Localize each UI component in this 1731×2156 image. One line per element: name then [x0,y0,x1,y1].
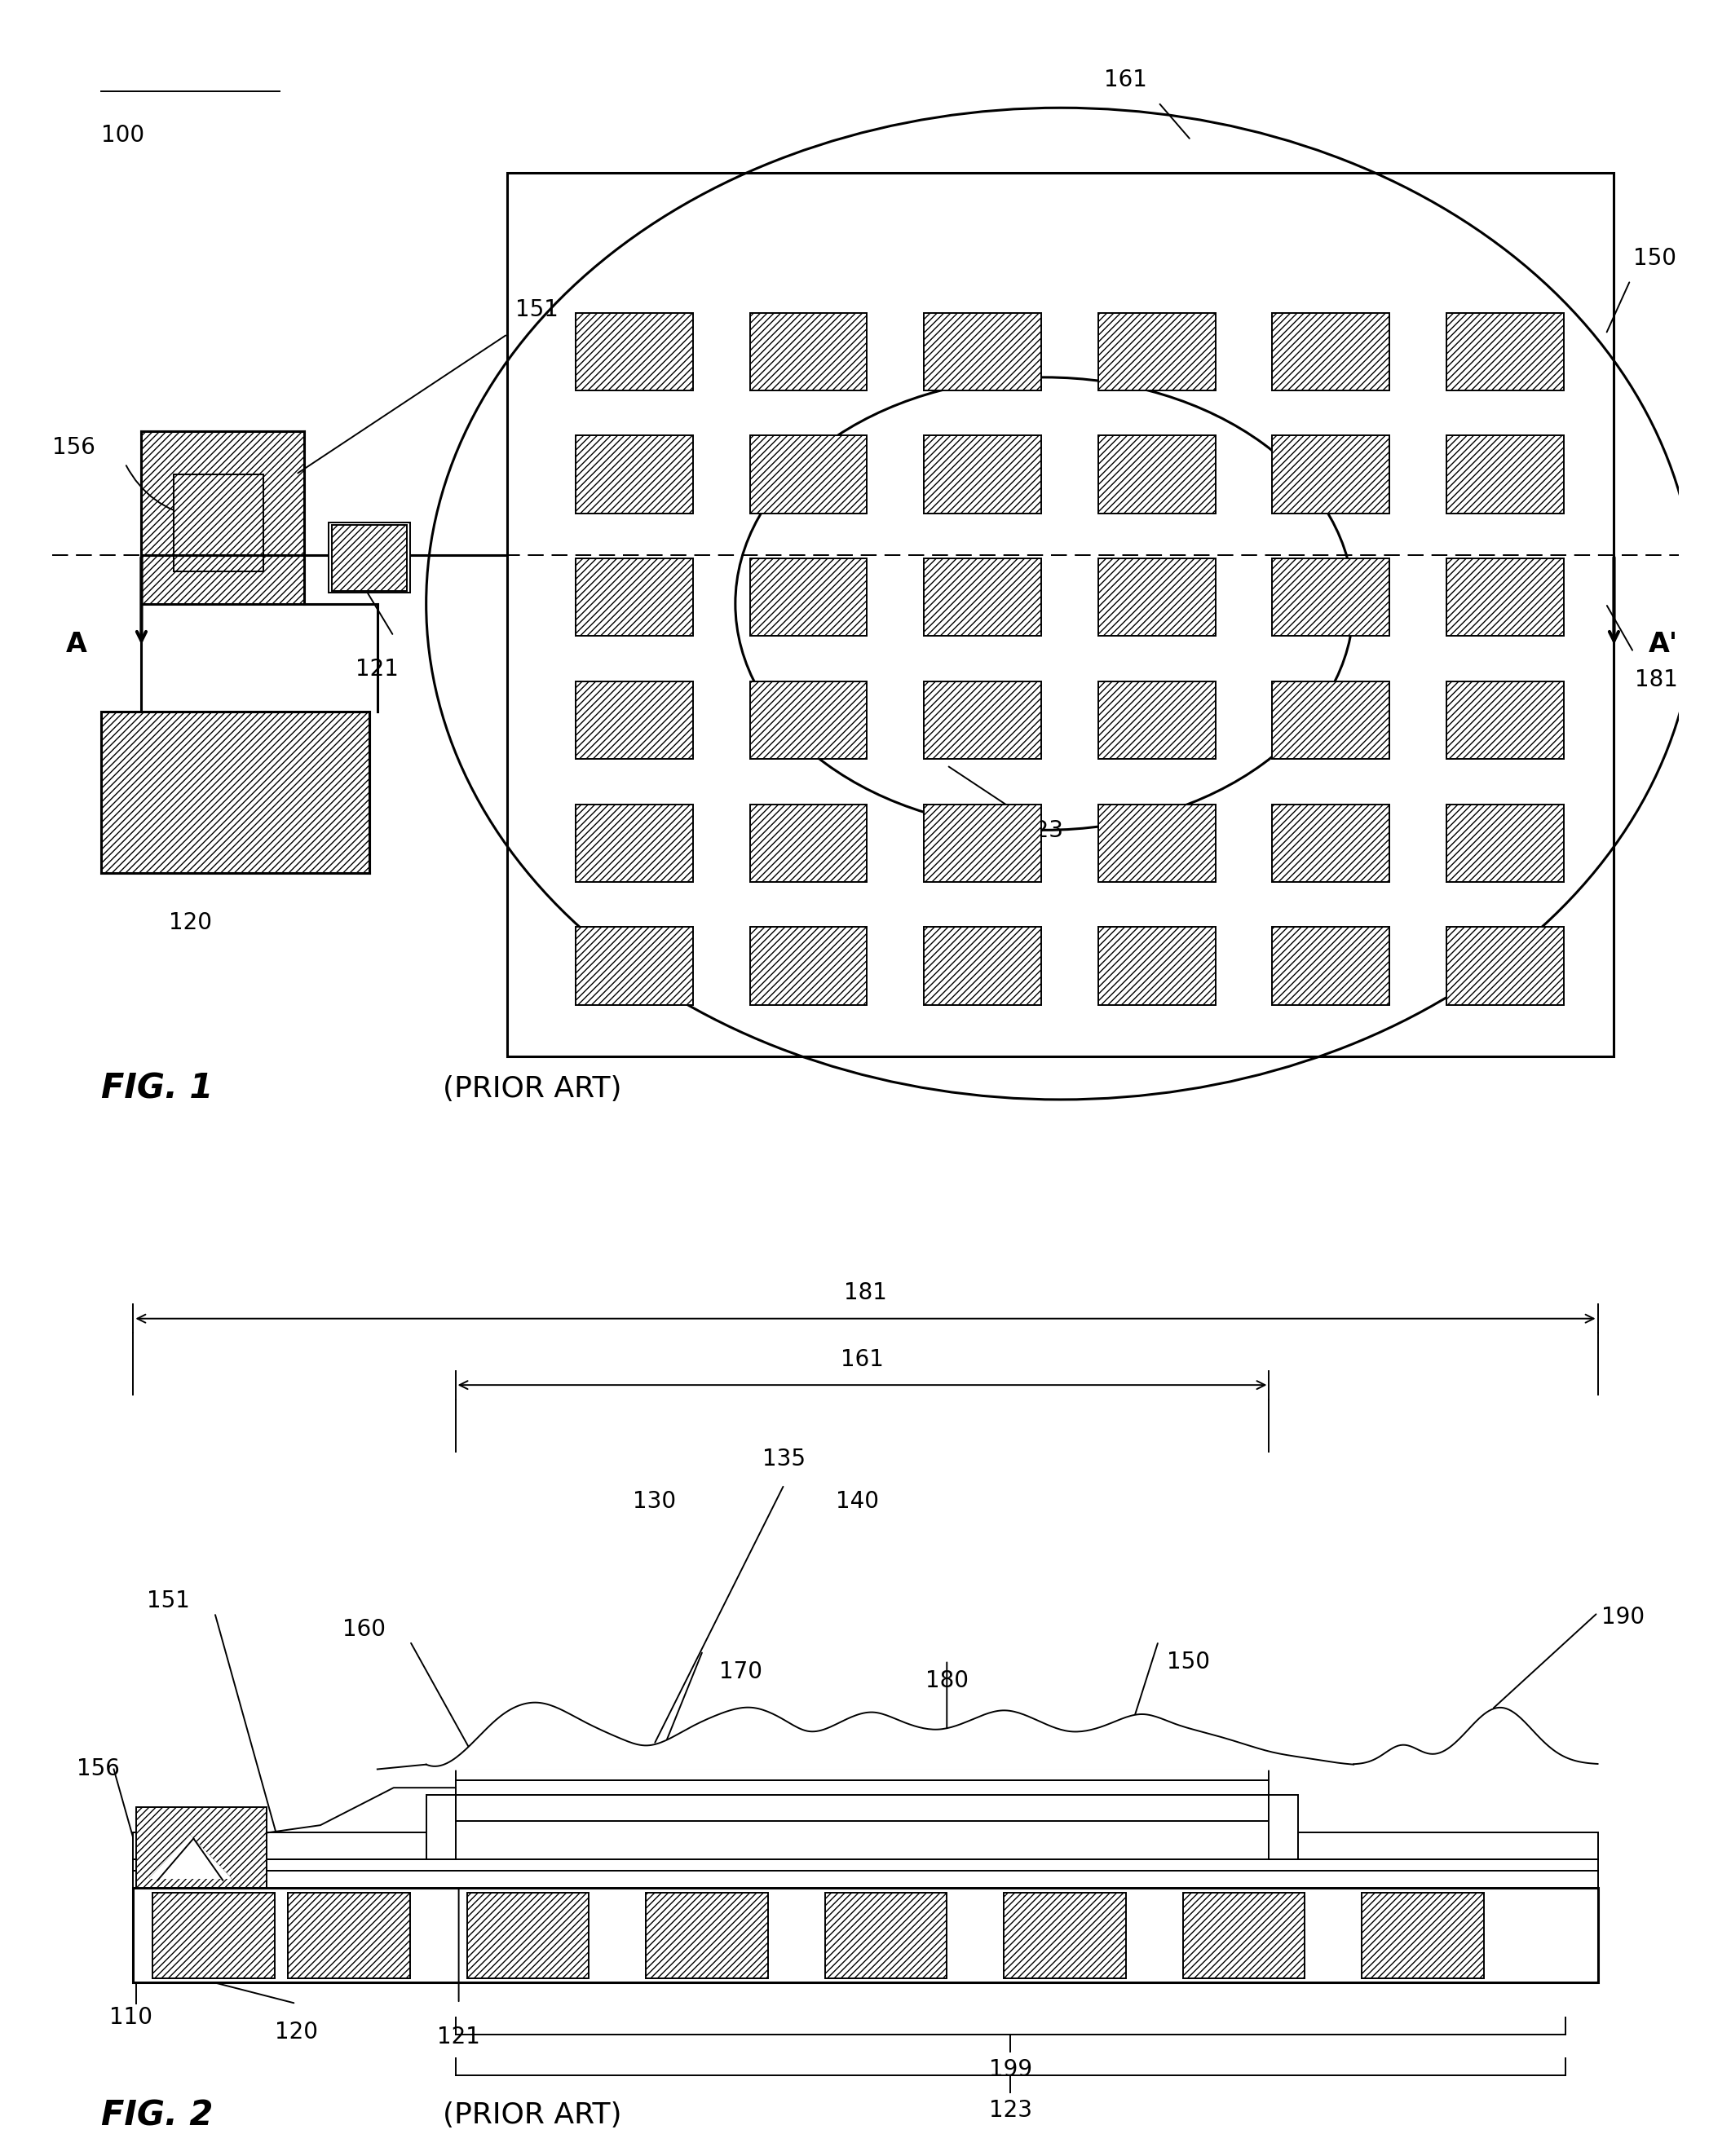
Text: FIG. 1: FIG. 1 [100,1072,213,1106]
Bar [576,681,692,759]
Bar [455,1781,1269,1794]
Text: 151: 151 [516,298,559,321]
Bar [1097,313,1215,390]
Bar [750,681,867,759]
Text: 130: 130 [632,1490,675,1514]
Text: A: A [66,632,87,658]
Text: 110: 110 [109,2007,152,2029]
Text: 161: 161 [841,1348,885,1371]
Bar [133,1889,1598,1984]
Bar [1272,436,1390,513]
Bar [1447,927,1563,1005]
Text: 123: 123 [988,2100,1032,2122]
Bar [329,522,410,593]
Text: 170: 170 [718,1660,762,1684]
Text: 161: 161 [1104,69,1148,91]
Bar [1272,558,1390,636]
Bar [1272,804,1390,882]
Bar [455,1770,1269,1781]
Bar [1269,1794,1298,1858]
Bar [1097,558,1215,636]
Bar [924,681,1042,759]
Text: 120: 120 [275,2020,317,2044]
Bar [750,558,867,636]
Text: 190: 190 [1601,1606,1644,1628]
Text: 120: 120 [168,910,211,934]
Bar [1447,804,1563,882]
Text: 121: 121 [357,658,398,681]
Bar [1447,313,1563,390]
Bar [287,1893,410,1977]
Bar [1272,927,1390,1005]
Text: 160: 160 [343,1619,386,1641]
Bar [826,1893,947,1977]
Text: 151: 151 [147,1589,190,1613]
Bar [133,1833,426,1858]
Bar [507,172,1613,1056]
Bar [100,711,369,873]
Bar [455,1794,1269,1822]
Bar [924,313,1042,390]
Bar [750,927,867,1005]
Text: 140: 140 [836,1490,879,1514]
Text: FIG. 2: FIG. 2 [100,2098,213,2132]
Bar [1447,558,1563,636]
Bar [646,1893,769,1977]
Text: (PRIOR ART): (PRIOR ART) [443,2102,621,2130]
Bar [750,313,867,390]
Bar [750,804,867,882]
Text: A': A' [1648,632,1677,658]
Bar [1097,436,1215,513]
Text: 199: 199 [988,2059,1032,2081]
Text: 180: 180 [926,1669,968,1692]
Polygon shape [149,1835,230,1878]
Text: 150: 150 [1167,1651,1210,1673]
Text: 100: 100 [100,123,144,147]
Bar [133,1871,1598,1889]
Bar [576,804,692,882]
Bar [1447,681,1563,759]
Polygon shape [149,1835,230,1878]
Bar [1447,436,1563,513]
Text: 181: 181 [1636,668,1679,692]
Bar [924,558,1042,636]
Bar [133,1858,1598,1871]
Text: 156: 156 [76,1757,119,1781]
Bar [1097,927,1215,1005]
Bar [137,1807,267,1889]
Bar [1272,681,1390,759]
Text: 150: 150 [1634,246,1677,270]
Bar [142,431,305,604]
Bar [1362,1893,1483,1977]
Bar [152,1893,275,1977]
Bar [1272,313,1390,390]
Text: 181: 181 [845,1281,886,1304]
Bar [173,474,263,571]
Bar [1004,1893,1125,1977]
Bar [576,436,692,513]
Bar [1298,1833,1598,1858]
Bar [1097,681,1215,759]
Text: (PRIOR ART): (PRIOR ART) [443,1076,621,1102]
Bar [1097,804,1215,882]
Bar [576,927,692,1005]
Bar [576,313,692,390]
Bar [1182,1893,1305,1977]
Bar [576,558,692,636]
Bar [467,1893,589,1977]
Bar [924,927,1042,1005]
Bar [750,436,867,513]
Bar [924,804,1042,882]
Text: 156: 156 [52,436,95,459]
Text: 123: 123 [1020,819,1063,843]
Bar [924,436,1042,513]
Bar [332,524,407,591]
Text: 135: 135 [763,1447,805,1470]
Text: 121: 121 [438,2024,479,2048]
Bar [426,1794,455,1858]
